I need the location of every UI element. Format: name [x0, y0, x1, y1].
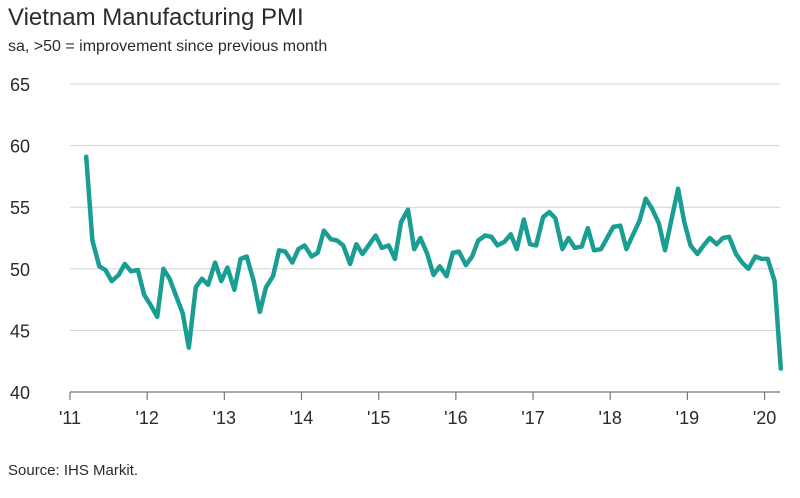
axes: [69, 391, 780, 400]
series-layer: [83, 154, 784, 371]
x-tick-label: '16: [444, 408, 467, 428]
x-tick-label: '11: [59, 408, 81, 428]
y-tick-label: 55: [10, 198, 30, 218]
x-tick-label: '18: [598, 408, 621, 428]
chart-title: Vietnam Manufacturing PMI: [8, 4, 304, 31]
chart-subtitle: sa, >50 = improvement since previous mon…: [8, 38, 328, 55]
gridlines: [70, 83, 780, 331]
tick-labels: 40 45 50 55 60 65 '11 '12 '13 '14 '15 '16 '17 '18 '19 '…: [10, 75, 776, 428]
y-tick-label: 50: [10, 260, 30, 280]
y-tick-label: 40: [10, 383, 30, 403]
x-tick-label: '14: [290, 408, 313, 428]
series-line-pmi: [83, 154, 784, 371]
x-tick-label: '15: [367, 408, 390, 428]
x-tick-label: '19: [676, 408, 699, 428]
x-tick-label: '13: [213, 408, 236, 428]
x-tick-label: '20: [753, 408, 776, 428]
y-tick-label: 45: [10, 321, 30, 341]
x-tick-label: '17: [521, 408, 544, 428]
source-note: Source: IHS Markit.: [8, 462, 139, 479]
x-tick-label: '12: [135, 408, 158, 428]
y-tick-label: 60: [10, 137, 30, 157]
y-tick-label: 65: [10, 75, 30, 95]
